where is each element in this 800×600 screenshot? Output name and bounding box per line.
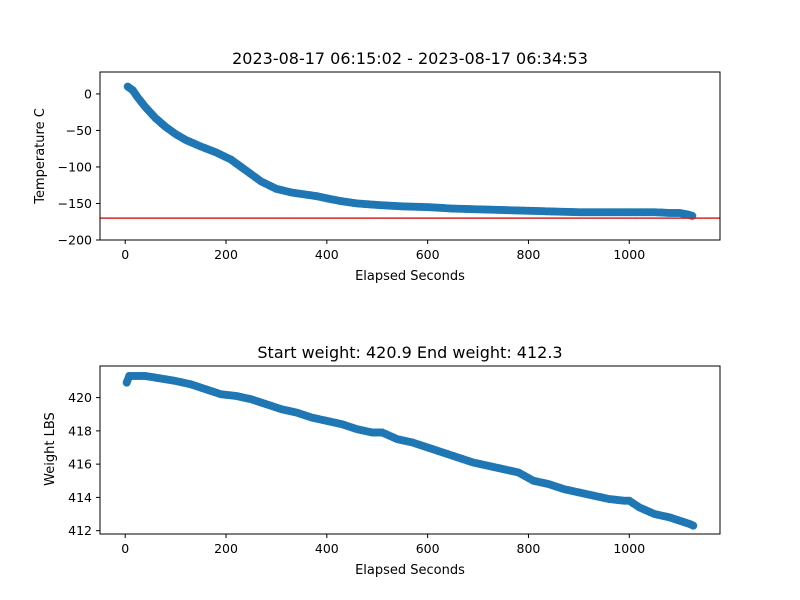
temperature-y-tick-label: −200 bbox=[58, 233, 92, 248]
temperature-panel: 2023-08-17 06:15:02 - 2023-08-17 06:34:5… bbox=[33, 49, 721, 284]
temperature-data-points bbox=[123, 82, 697, 220]
temperature-axis-ticks: 0 200 400 600 800 1000 0 −50 −100 −150 −200 bbox=[58, 86, 646, 262]
weight-y-tick-label: 414 bbox=[68, 490, 92, 505]
temperature-x-axis-label: Elapsed Seconds bbox=[355, 269, 465, 284]
temperature-y-tick-label: −100 bbox=[58, 159, 92, 174]
temperature-x-tick-label: 600 bbox=[416, 247, 440, 262]
weight-x-tick-label: 1000 bbox=[613, 541, 645, 556]
temperature-y-tick-label: −150 bbox=[58, 196, 92, 211]
temperature-y-tick-label: 0 bbox=[84, 86, 92, 101]
temperature-plot-frame bbox=[99, 71, 721, 241]
weight-x-tick-label: 0 bbox=[121, 541, 129, 556]
weight-axis-ticks: 0 200 400 600 800 1000 412 414 416 418 420 bbox=[68, 390, 645, 556]
weight-plot-frame bbox=[99, 365, 721, 535]
temperature-x-tick-label: 0 bbox=[121, 247, 129, 262]
weight-y-tick-label: 420 bbox=[68, 390, 92, 405]
temperature-x-tick-label: 400 bbox=[315, 247, 339, 262]
temperature-x-tick-label: 200 bbox=[214, 247, 238, 262]
temperature-x-tick-label: 800 bbox=[517, 247, 541, 262]
weight-chart-title: Start weight: 420.9 End weight: 412.3 bbox=[257, 343, 562, 362]
temperature-y-axis-label: Temperature C bbox=[33, 108, 48, 205]
weight-y-tick-label: 416 bbox=[68, 457, 92, 472]
temperature-chart-title: 2023-08-17 06:15:02 - 2023-08-17 06:34:5… bbox=[232, 49, 588, 68]
weight-x-tick-label: 600 bbox=[416, 541, 440, 556]
weight-x-tick-label: 400 bbox=[315, 541, 339, 556]
weight-y-tick-label: 412 bbox=[68, 523, 92, 538]
weight-y-tick-label: 418 bbox=[68, 423, 92, 438]
weight-x-tick-label: 200 bbox=[214, 541, 238, 556]
temperature-x-tick-label: 1000 bbox=[613, 247, 645, 262]
weight-x-axis-label: Elapsed Seconds bbox=[355, 563, 465, 578]
temperature-y-tick-label: −50 bbox=[66, 123, 92, 138]
weight-x-tick-label: 800 bbox=[517, 541, 541, 556]
weight-data-points bbox=[122, 371, 698, 530]
weight-y-axis-label: Weight LBS bbox=[43, 412, 58, 486]
weight-data-point bbox=[689, 521, 698, 530]
weight-panel: Start weight: 420.9 End weight: 412.3 El… bbox=[43, 343, 721, 578]
